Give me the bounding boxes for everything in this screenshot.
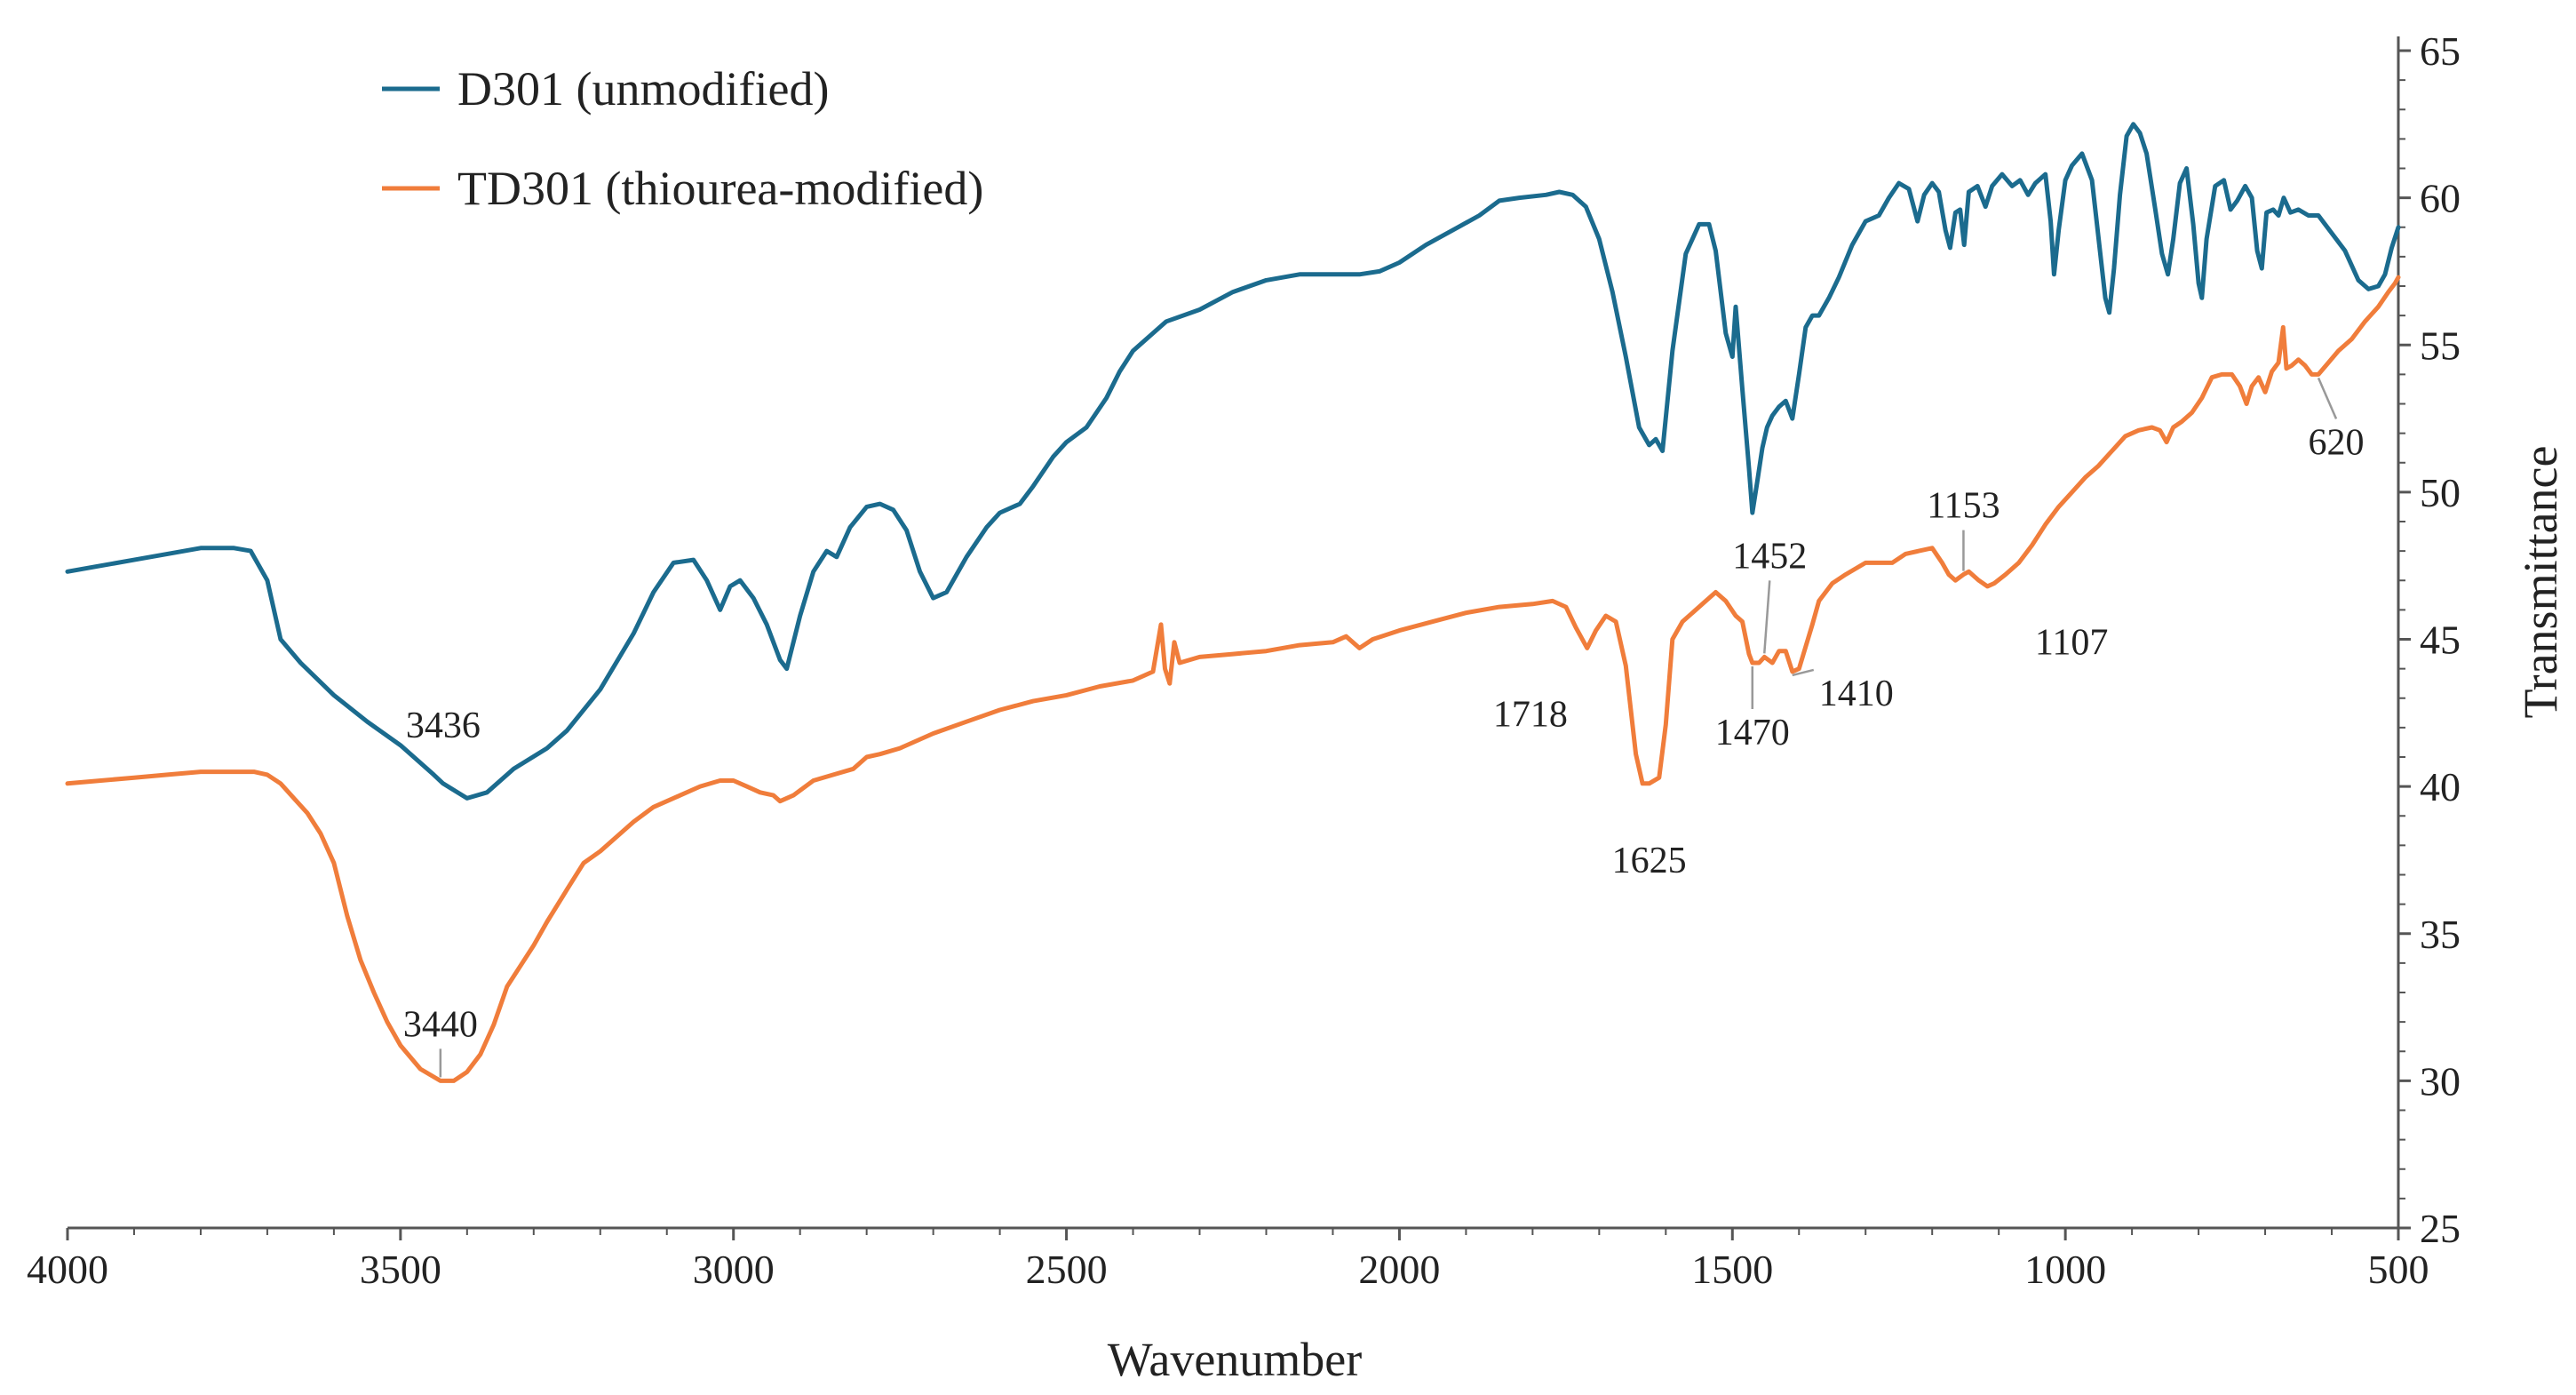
series-line-d301 [65,122,2401,801]
x-tick-label: 3000 [693,1247,775,1292]
y-tick-label: 45 [2420,618,2461,663]
peak-label-3440: 3440 [403,1004,478,1045]
peak-leader-line [1792,668,1815,677]
x-tick-label: 2500 [1026,1247,1108,1292]
y-tick-label: 40 [2420,764,2461,809]
y-tick-label: 25 [2420,1206,2461,1251]
peak-leader-line [2317,377,2338,419]
x-tick-label: 4000 [27,1247,108,1292]
peak-label-1107: 1107 [2035,623,2108,664]
x-axis-title: Wavenumber [1108,1333,1363,1386]
legend: D301 (unmodified) TD301 (thiourea-modifi… [382,62,983,215]
x-tick-label: 1500 [1691,1247,1773,1292]
series-layer [65,122,2401,1083]
annotation-layer: 3436 3440 1718 1625 1452 1470 1410 1153 1107 620 [403,377,2365,1078]
peak-leader-line [1763,580,1771,654]
peak-label-1470: 1470 [1715,713,1790,753]
legend-label-td301: TD301 (thiourea-modified) [457,162,983,215]
peak-label-1625: 1625 [1612,841,1687,881]
legend-label-d301: D301 (unmodified) [457,62,829,116]
x-tick-label: 2000 [1358,1247,1440,1292]
y-tick-label: 55 [2420,323,2461,368]
x-tick-label: 500 [2368,1247,2429,1292]
y-tick-label: 35 [2420,912,2461,957]
x-tick-label: 1000 [2024,1247,2106,1292]
series-line-td301 [65,275,2401,1083]
y-axis-title: Transmittance [2514,446,2567,719]
peak-label-620: 620 [2309,422,2365,463]
peak-label-3436: 3436 [406,705,481,746]
y-tick-label: 65 [2420,28,2461,74]
y-tick-label: 50 [2420,470,2461,515]
peak-label-1410: 1410 [1819,674,1894,714]
peak-label-1153: 1153 [1927,486,2000,527]
peak-label-1452: 1452 [1732,536,1807,577]
y-tick-label: 30 [2420,1058,2461,1104]
y-tick-label: 60 [2420,176,2461,221]
x-tick-label: 3500 [360,1247,441,1292]
peak-label-1718: 1718 [1493,694,1568,735]
